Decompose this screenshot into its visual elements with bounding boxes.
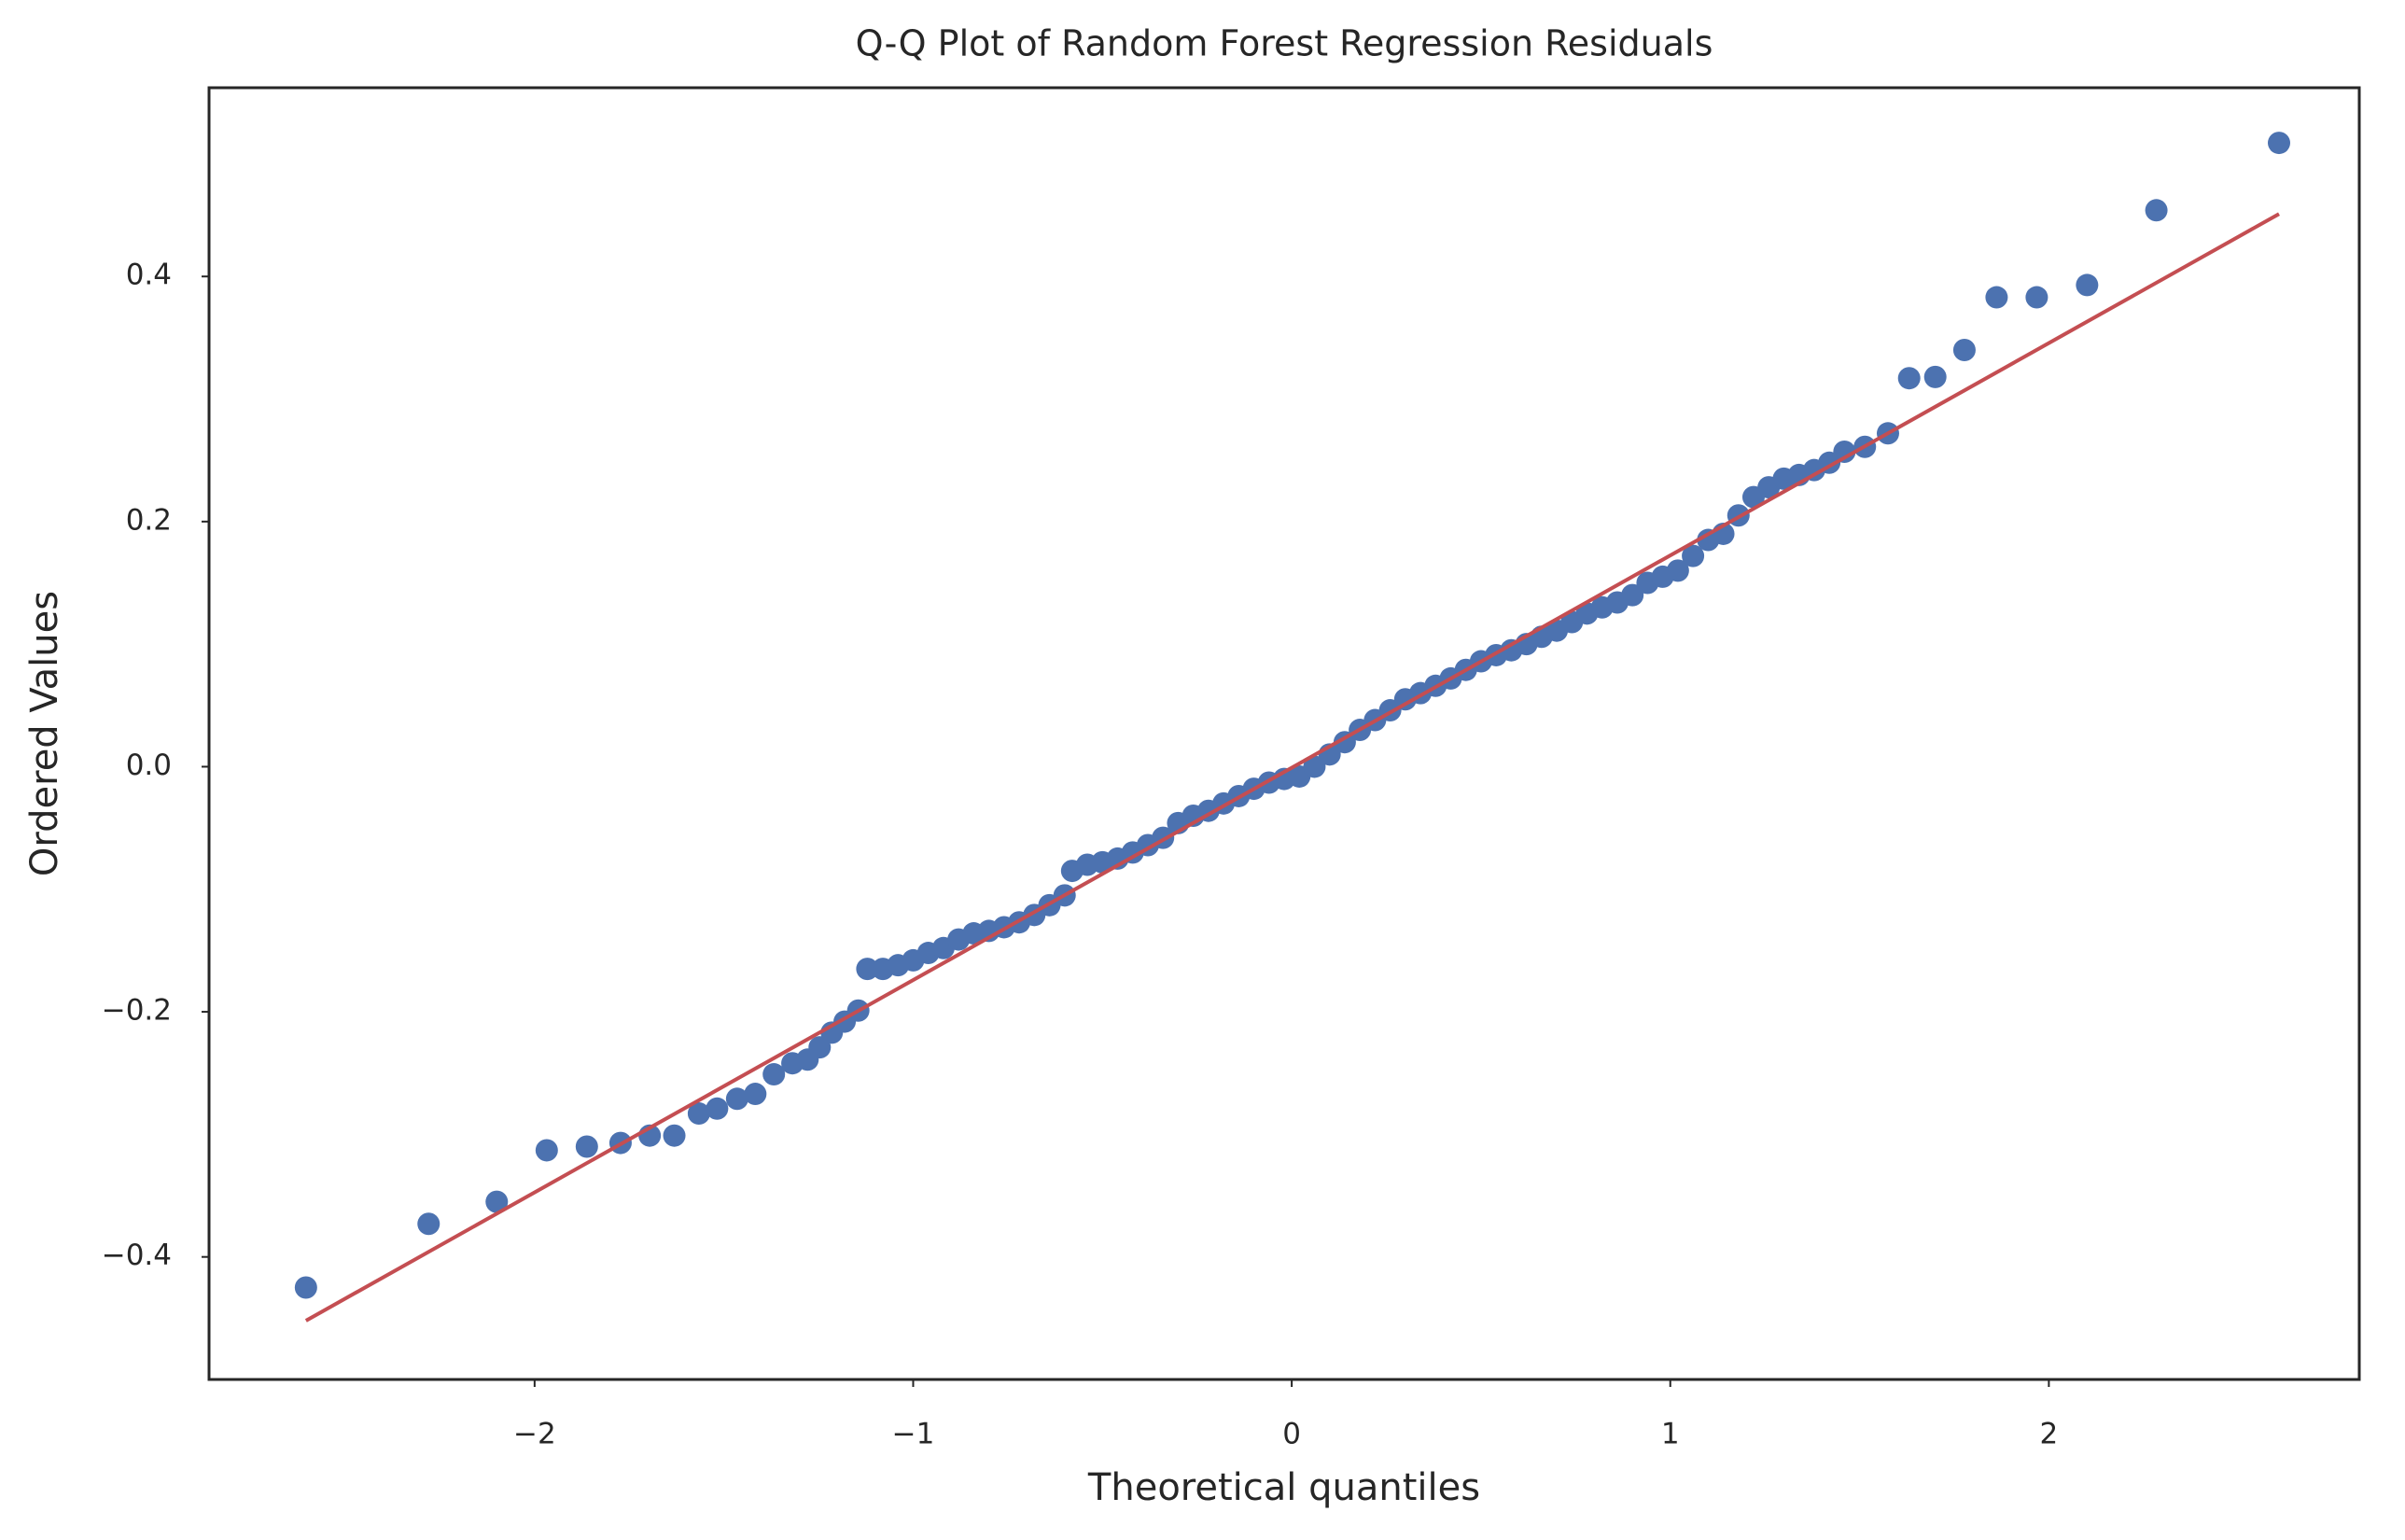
point: [2076, 273, 2099, 297]
point: [744, 1083, 767, 1106]
y-tick-label: 0.2: [126, 503, 172, 537]
y-tick-label: −0.4: [102, 1239, 172, 1272]
x-tick-label: 0: [1282, 1418, 1301, 1451]
x-tick-label: 1: [1661, 1418, 1680, 1451]
point: [687, 1102, 710, 1126]
point: [485, 1190, 509, 1213]
x-tick-label: 2: [2040, 1418, 2059, 1451]
point: [2268, 132, 2291, 155]
point: [725, 1087, 748, 1111]
point: [1985, 286, 2008, 309]
y-tick-label: −0.2: [102, 994, 172, 1028]
y-tick-label: 0.4: [126, 259, 172, 292]
point: [706, 1097, 729, 1120]
x-tick-label: −1: [892, 1418, 935, 1451]
point: [762, 1063, 786, 1086]
point: [1833, 440, 1856, 463]
point: [1303, 755, 1326, 778]
fit-line: [304, 212, 2280, 1323]
point: [2145, 199, 2168, 222]
point: [856, 958, 879, 981]
point: [417, 1212, 440, 1236]
chart-title: Q-Q Plot of Random Forest Regression Res…: [856, 23, 1713, 64]
point: [663, 1124, 686, 1147]
point: [1923, 365, 1947, 388]
point: [1666, 559, 1689, 582]
x-tick-label: −2: [513, 1418, 556, 1451]
point: [2025, 286, 2048, 309]
x-axis-label: Theoretical quantiles: [1087, 1466, 1480, 1509]
point: [575, 1135, 598, 1158]
y-axis-label: Ordered Values: [23, 591, 66, 876]
point: [294, 1276, 317, 1299]
point: [1897, 367, 1921, 390]
point: [1952, 339, 1976, 362]
plot-frame: [207, 86, 2361, 1381]
point: [1621, 583, 1644, 607]
y-tick-label: 0.0: [126, 749, 172, 782]
point: [535, 1139, 558, 1162]
point: [1682, 544, 1705, 567]
